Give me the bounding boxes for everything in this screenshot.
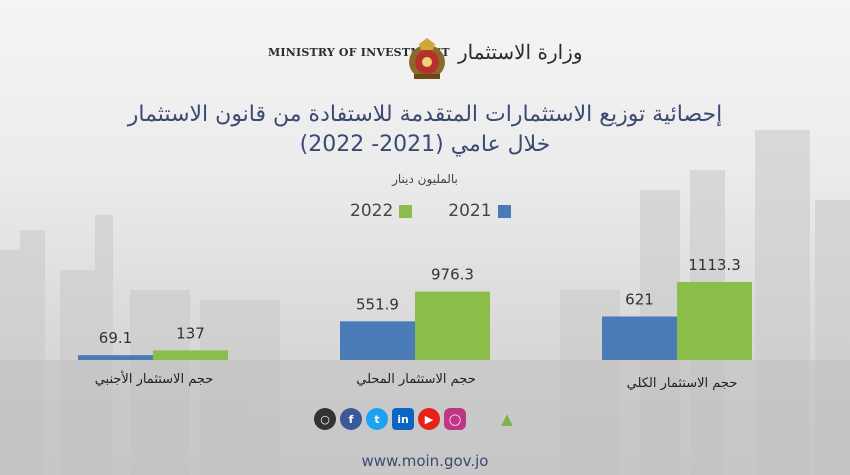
legend-swatch-2022 (399, 204, 413, 218)
bar-2022-cat1 (415, 291, 490, 360)
data-label-2021-cat0: 69.1 (99, 329, 132, 347)
facebook-icon[interactable]: f (340, 408, 362, 430)
category-label-1: حجم الاستثمار المحلي (356, 372, 475, 387)
data-label-2022-cat2: 1113.3 (688, 256, 741, 274)
data-label-2022-cat1: 976.3 (431, 266, 474, 284)
unit-label: بالمليون دينار (392, 172, 458, 186)
chart-title-line2: خلال عامي (2021- 2022) (299, 132, 551, 157)
ministry-name-english: Ministry of Investment (268, 46, 450, 59)
bar-2021-cat0 (78, 355, 153, 360)
category-label-2: حجم الاستثمار الكلي (627, 376, 738, 391)
apple-icon[interactable] (470, 408, 492, 430)
data-label-2021-cat1: 551.9 (356, 295, 399, 313)
bar-2021-cat2 (602, 316, 677, 360)
twitter-icon[interactable]: t (366, 408, 388, 430)
bar-2021-cat1 (340, 321, 415, 360)
legend-label-2022: 2022 (350, 201, 394, 221)
ministry-header: Ministry of Investment وزارة الاستثمار (0, 36, 850, 86)
coat-of-arms-emblem (409, 38, 445, 79)
ministry-name-arabic: وزارة الاستثمار (458, 40, 583, 64)
chart-legend: 2022 2021 (350, 199, 511, 223)
legend-item-2021: 2021 (448, 201, 511, 221)
youtube-icon[interactable]: ▶ (418, 408, 440, 430)
legend-label-2021: 2021 (448, 201, 492, 221)
category-label-0: حجم الاستثمار الأجنبي (95, 370, 214, 387)
data-label-2022-cat0: 137 (176, 324, 205, 342)
social-icons-row: ○ f t in ▶ ◯ ▲ (314, 408, 518, 430)
bar-2022-cat2 (677, 282, 752, 360)
data-label-2021-cat2: 621 (625, 290, 654, 308)
instagram-icon[interactable]: ◯ (444, 408, 466, 430)
legend-item-2022: 2022 (350, 201, 413, 221)
linkedin-icon[interactable]: in (392, 408, 414, 430)
legend-swatch-2021 (497, 204, 511, 218)
globe-icon[interactable]: ○ (314, 408, 336, 430)
android-icon[interactable]: ▲ (501, 410, 513, 428)
chart-title-line1: إحصائية توزيع الاستثمارات المتقدمة للاست… (127, 102, 723, 127)
footer-website-url[interactable]: www.moin.gov.jo (361, 452, 489, 470)
bar-2022-cat0 (153, 350, 228, 360)
